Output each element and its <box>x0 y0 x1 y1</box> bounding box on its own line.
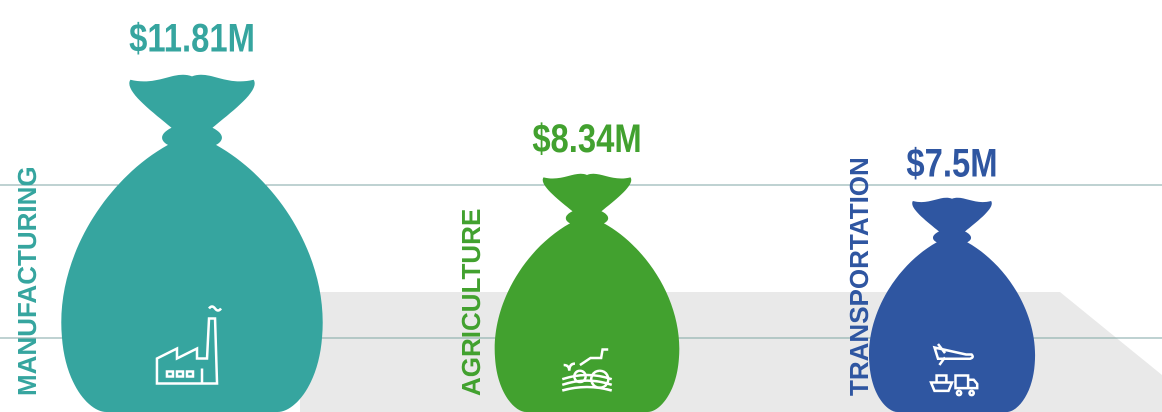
money-bag <box>869 198 1035 412</box>
category-label: TRANSPORTATION <box>844 157 874 396</box>
chart: $11.81M MANUFACTURING $8.34M AGRICULTURE $7.… <box>0 0 1162 412</box>
page: $11.81M MANUFACTURING $8.34M AGRICULTURE $7.… <box>0 0 1162 412</box>
money-bag <box>495 174 680 412</box>
value-label: $11.81M <box>129 15 255 60</box>
value-label: $8.34M <box>532 116 641 161</box>
bags: $11.81M MANUFACTURING $8.34M AGRICULTURE $7.… <box>12 15 1035 412</box>
category-label: MANUFACTURING <box>12 166 42 396</box>
money-bag <box>61 75 322 412</box>
category-label: AGRICULTURE <box>456 209 486 396</box>
value-label: $7.5M <box>906 140 997 185</box>
